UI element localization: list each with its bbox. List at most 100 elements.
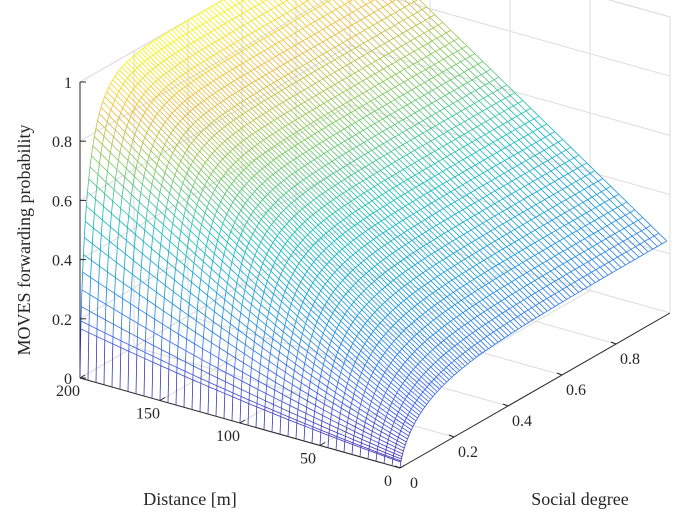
surface-mesh-line <box>271 299 281 308</box>
surface-mesh-line <box>418 160 427 169</box>
surface-mesh-line <box>299 67 308 76</box>
surface-mesh-line <box>126 168 135 177</box>
surface-mesh-line <box>286 0 296 9</box>
surface-mesh-line <box>481 323 486 327</box>
surface-mesh-line <box>314 70 324 80</box>
surface-mesh-line <box>271 224 280 233</box>
surface-mesh-line <box>458 161 468 171</box>
surface-mesh-line <box>148 285 157 293</box>
surface-mesh-line <box>357 262 362 266</box>
surface-mesh-line <box>191 17 200 27</box>
surface-mesh-line <box>588 233 594 237</box>
surface-mesh-line <box>386 78 396 88</box>
surface-mesh-line <box>358 70 368 79</box>
surface-mesh-line <box>496 329 505 339</box>
surface-mesh-line <box>178 333 187 340</box>
surface-mesh-line <box>421 287 430 296</box>
surface-mesh-line <box>184 21 193 31</box>
surface-mesh-line <box>490 205 499 215</box>
surface-mesh-line <box>628 222 634 227</box>
surface-mesh-line <box>142 77 151 87</box>
surface-mesh-line <box>509 306 514 310</box>
surface-mesh-line <box>604 201 613 211</box>
surface-mesh-line <box>131 194 140 203</box>
surface-mesh-line <box>350 285 354 289</box>
surface-mesh-line <box>235 4 244 14</box>
surface-mesh-line <box>351 174 360 184</box>
surface-mesh-line <box>517 152 527 161</box>
surface-mesh-line <box>474 103 483 112</box>
surface-mesh-line <box>232 201 242 211</box>
surface-mesh-line <box>413 211 418 215</box>
surface-mesh-line <box>306 63 316 72</box>
surface-mesh-line <box>402 364 412 373</box>
surface-mesh-line <box>522 100 532 109</box>
surface-mesh-line <box>195 53 204 62</box>
surface-mesh-line <box>329 424 331 430</box>
surface-mesh-line <box>345 383 348 389</box>
surface-mesh-line <box>528 319 533 323</box>
surface-mesh-line <box>311 375 320 382</box>
surface-mesh-line <box>285 100 295 109</box>
surface-mesh-line <box>107 121 116 131</box>
surface-mesh-line <box>567 235 577 245</box>
surface-mesh-line <box>476 139 485 148</box>
surface-mesh-line <box>351 398 354 404</box>
surface-mesh-line <box>438 135 448 145</box>
surface-mesh-line <box>416 250 425 259</box>
surface-mesh-line <box>310 23 320 32</box>
surface-mesh-line <box>395 12 404 21</box>
surface-mesh-line <box>255 30 264 39</box>
surface-mesh-line <box>406 374 410 378</box>
surface-mesh-line <box>493 79 503 88</box>
surface-mesh-line <box>432 346 436 350</box>
surface-mesh-line <box>176 367 186 372</box>
surface-mesh-line <box>97 299 107 305</box>
surface-mesh-line <box>472 305 481 315</box>
surface-mesh-line <box>317 392 326 399</box>
surface-mesh-line <box>261 102 270 111</box>
surface-mesh-line <box>429 66 439 76</box>
surface-mesh-line <box>256 226 266 235</box>
surface-mesh-line <box>355 267 364 276</box>
surface-mesh-line <box>384 180 394 189</box>
surface-mesh-line <box>358 247 362 251</box>
surface-mesh-line <box>177 64 186 74</box>
surface-mesh-line <box>406 295 410 299</box>
surface-mesh-line <box>206 207 216 216</box>
surface-mesh-line <box>390 325 394 329</box>
surface-mesh-line <box>321 420 323 427</box>
surface-mesh-line <box>246 183 255 192</box>
surface-mesh-line <box>382 143 392 152</box>
surface-mesh-line <box>280 274 290 283</box>
surface-mesh-line <box>430 190 440 199</box>
surface-mesh-line <box>254 18 264 27</box>
surface-mesh-line <box>360 275 364 279</box>
surface-mesh-line <box>522 272 528 276</box>
surface-mesh-line <box>189 57 198 66</box>
surface-mesh-line <box>330 291 334 296</box>
surface-mesh-line <box>544 199 553 208</box>
surface-mesh-line <box>428 381 432 385</box>
surface-mesh-line <box>242 62 252 72</box>
surface-mesh-line <box>239 64 248 74</box>
surface-mesh-line <box>451 226 456 230</box>
surface-mesh-line <box>538 262 543 266</box>
surface-mesh-line <box>241 263 250 272</box>
surface-mesh-line <box>387 409 390 414</box>
surface-mesh-line <box>621 201 627 206</box>
surface-mesh-line <box>227 84 236 94</box>
surface-mesh-line <box>286 262 296 271</box>
surface-mesh-line <box>360 399 363 405</box>
surface-mesh-line <box>466 169 476 178</box>
surface-mesh-line <box>479 352 483 356</box>
surface-mesh-line <box>144 229 153 238</box>
surface-mesh-line <box>377 407 380 412</box>
surface-mesh-line <box>386 91 396 100</box>
surface-mesh-line <box>399 433 408 440</box>
surface-mesh-line <box>421 326 426 330</box>
surface-mesh-line <box>472 128 481 138</box>
surface-mesh-line <box>497 302 507 312</box>
surface-mesh-line <box>454 189 463 198</box>
surface-mesh-line <box>382 232 392 242</box>
